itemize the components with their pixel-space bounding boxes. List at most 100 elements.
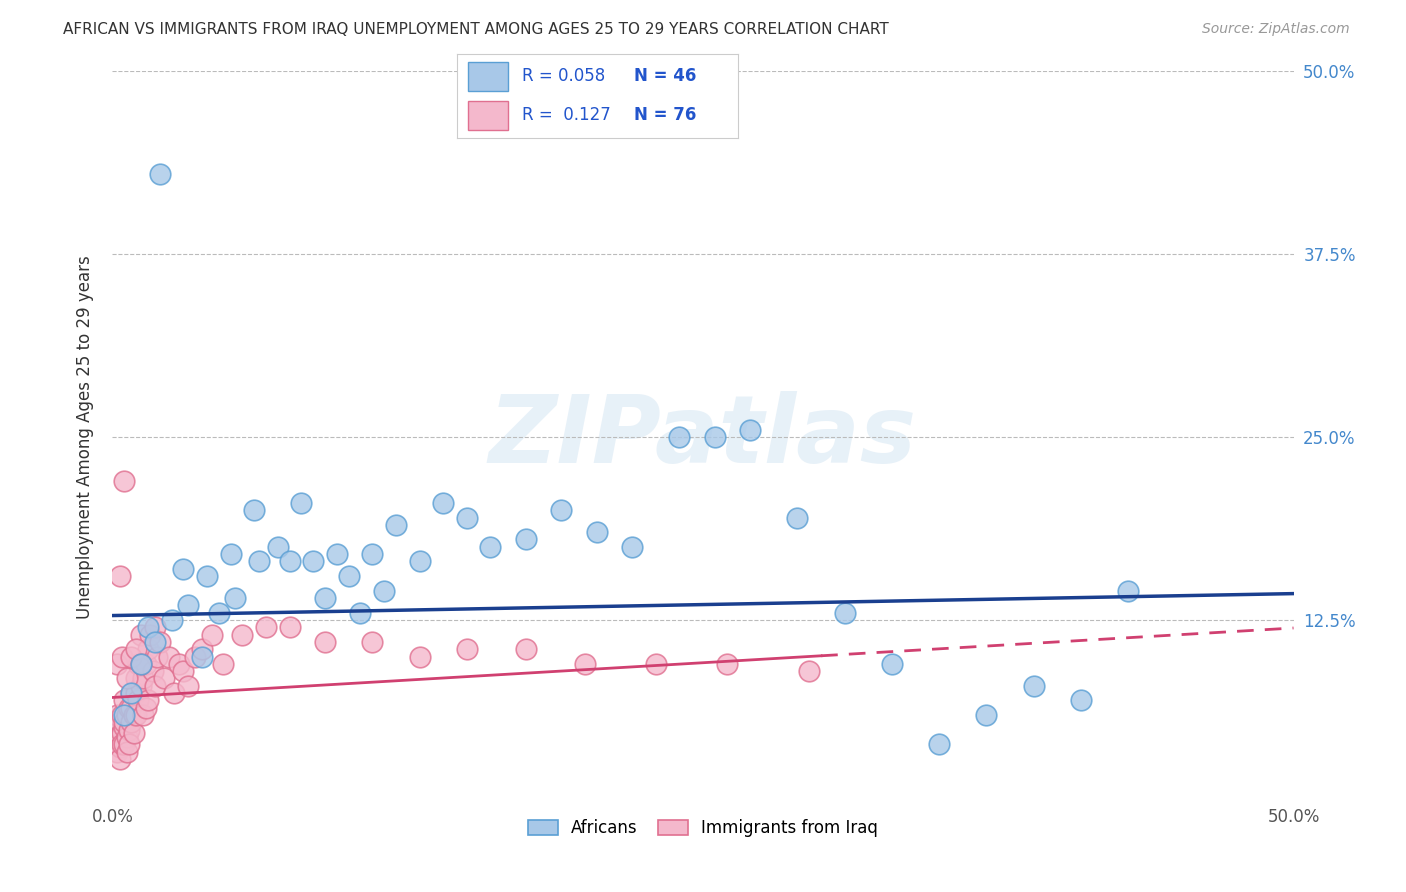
Y-axis label: Unemployment Among Ages 25 to 29 years: Unemployment Among Ages 25 to 29 years xyxy=(76,255,94,619)
Point xyxy=(112,737,135,751)
Point xyxy=(1116,583,1139,598)
Point xyxy=(112,708,135,723)
Text: ZIPatlas: ZIPatlas xyxy=(489,391,917,483)
Point xyxy=(129,657,152,671)
Point xyxy=(267,540,290,554)
Point xyxy=(585,525,607,540)
Point xyxy=(120,686,142,700)
Point xyxy=(621,540,644,554)
Point xyxy=(278,620,301,634)
Point xyxy=(136,620,159,634)
Point xyxy=(105,730,128,744)
Point xyxy=(243,503,266,517)
Point xyxy=(515,533,537,547)
Point xyxy=(132,672,155,686)
Text: N = 46: N = 46 xyxy=(634,68,696,86)
Point xyxy=(125,672,148,686)
Point xyxy=(108,740,131,755)
Point xyxy=(1022,679,1045,693)
Point xyxy=(349,606,371,620)
Point xyxy=(432,496,454,510)
Point xyxy=(290,496,312,510)
Point xyxy=(136,642,159,657)
Point xyxy=(125,686,148,700)
Point xyxy=(550,503,572,517)
Point xyxy=(129,679,152,693)
Point xyxy=(105,708,128,723)
Point xyxy=(574,657,596,671)
Point xyxy=(143,620,166,634)
Point xyxy=(118,700,141,714)
Point xyxy=(373,583,395,598)
Point xyxy=(184,649,207,664)
Point xyxy=(105,657,128,671)
Point xyxy=(408,649,430,664)
Point xyxy=(247,554,270,568)
Point xyxy=(799,664,821,678)
Point xyxy=(177,599,200,613)
Point xyxy=(118,723,141,737)
Text: AFRICAN VS IMMIGRANTS FROM IRAQ UNEMPLOYMENT AMONG AGES 25 TO 29 YEARS CORRELATI: AFRICAN VS IMMIGRANTS FROM IRAQ UNEMPLOY… xyxy=(63,22,889,37)
Point xyxy=(361,547,384,561)
Point xyxy=(668,430,690,444)
Point xyxy=(716,657,738,671)
Point xyxy=(786,510,808,524)
Text: Source: ZipAtlas.com: Source: ZipAtlas.com xyxy=(1202,22,1350,37)
Point xyxy=(314,591,336,605)
Point xyxy=(120,700,142,714)
Point xyxy=(142,664,165,678)
Point xyxy=(143,679,166,693)
Point xyxy=(976,708,998,723)
Point xyxy=(278,554,301,568)
Point xyxy=(231,627,253,641)
Point xyxy=(703,430,725,444)
Point xyxy=(105,745,128,759)
Point xyxy=(160,613,183,627)
Point xyxy=(219,547,242,561)
Point xyxy=(118,737,141,751)
FancyBboxPatch shape xyxy=(468,101,508,130)
Point xyxy=(191,649,214,664)
Text: R =  0.127: R = 0.127 xyxy=(522,106,610,124)
Point xyxy=(146,649,169,664)
Point xyxy=(120,686,142,700)
Point xyxy=(129,627,152,641)
Text: N = 76: N = 76 xyxy=(634,106,696,124)
Point xyxy=(167,657,190,671)
Point xyxy=(157,649,180,664)
Point xyxy=(880,657,903,671)
Point xyxy=(149,635,172,649)
Legend: Africans, Immigrants from Iraq: Africans, Immigrants from Iraq xyxy=(520,811,886,846)
Point xyxy=(115,745,138,759)
Point xyxy=(302,554,325,568)
Point xyxy=(177,679,200,693)
Point xyxy=(108,730,131,744)
Point xyxy=(740,423,762,437)
Point xyxy=(408,554,430,568)
Point xyxy=(337,569,360,583)
Point xyxy=(122,725,145,739)
Point xyxy=(385,517,408,532)
Point xyxy=(111,737,134,751)
Point xyxy=(1070,693,1092,707)
Point xyxy=(172,664,194,678)
Point xyxy=(326,547,349,561)
Point xyxy=(136,693,159,707)
Point xyxy=(212,657,235,671)
Point xyxy=(112,720,135,734)
Point xyxy=(224,591,246,605)
Point xyxy=(127,693,149,707)
Point xyxy=(515,642,537,657)
Point xyxy=(122,708,145,723)
Point xyxy=(135,657,157,671)
Point xyxy=(108,752,131,766)
Point xyxy=(108,715,131,730)
Point xyxy=(112,693,135,707)
Point xyxy=(208,606,231,620)
Point xyxy=(115,708,138,723)
Point xyxy=(115,672,138,686)
Point xyxy=(120,649,142,664)
Point xyxy=(104,737,127,751)
Point xyxy=(201,627,224,641)
Point xyxy=(112,474,135,488)
